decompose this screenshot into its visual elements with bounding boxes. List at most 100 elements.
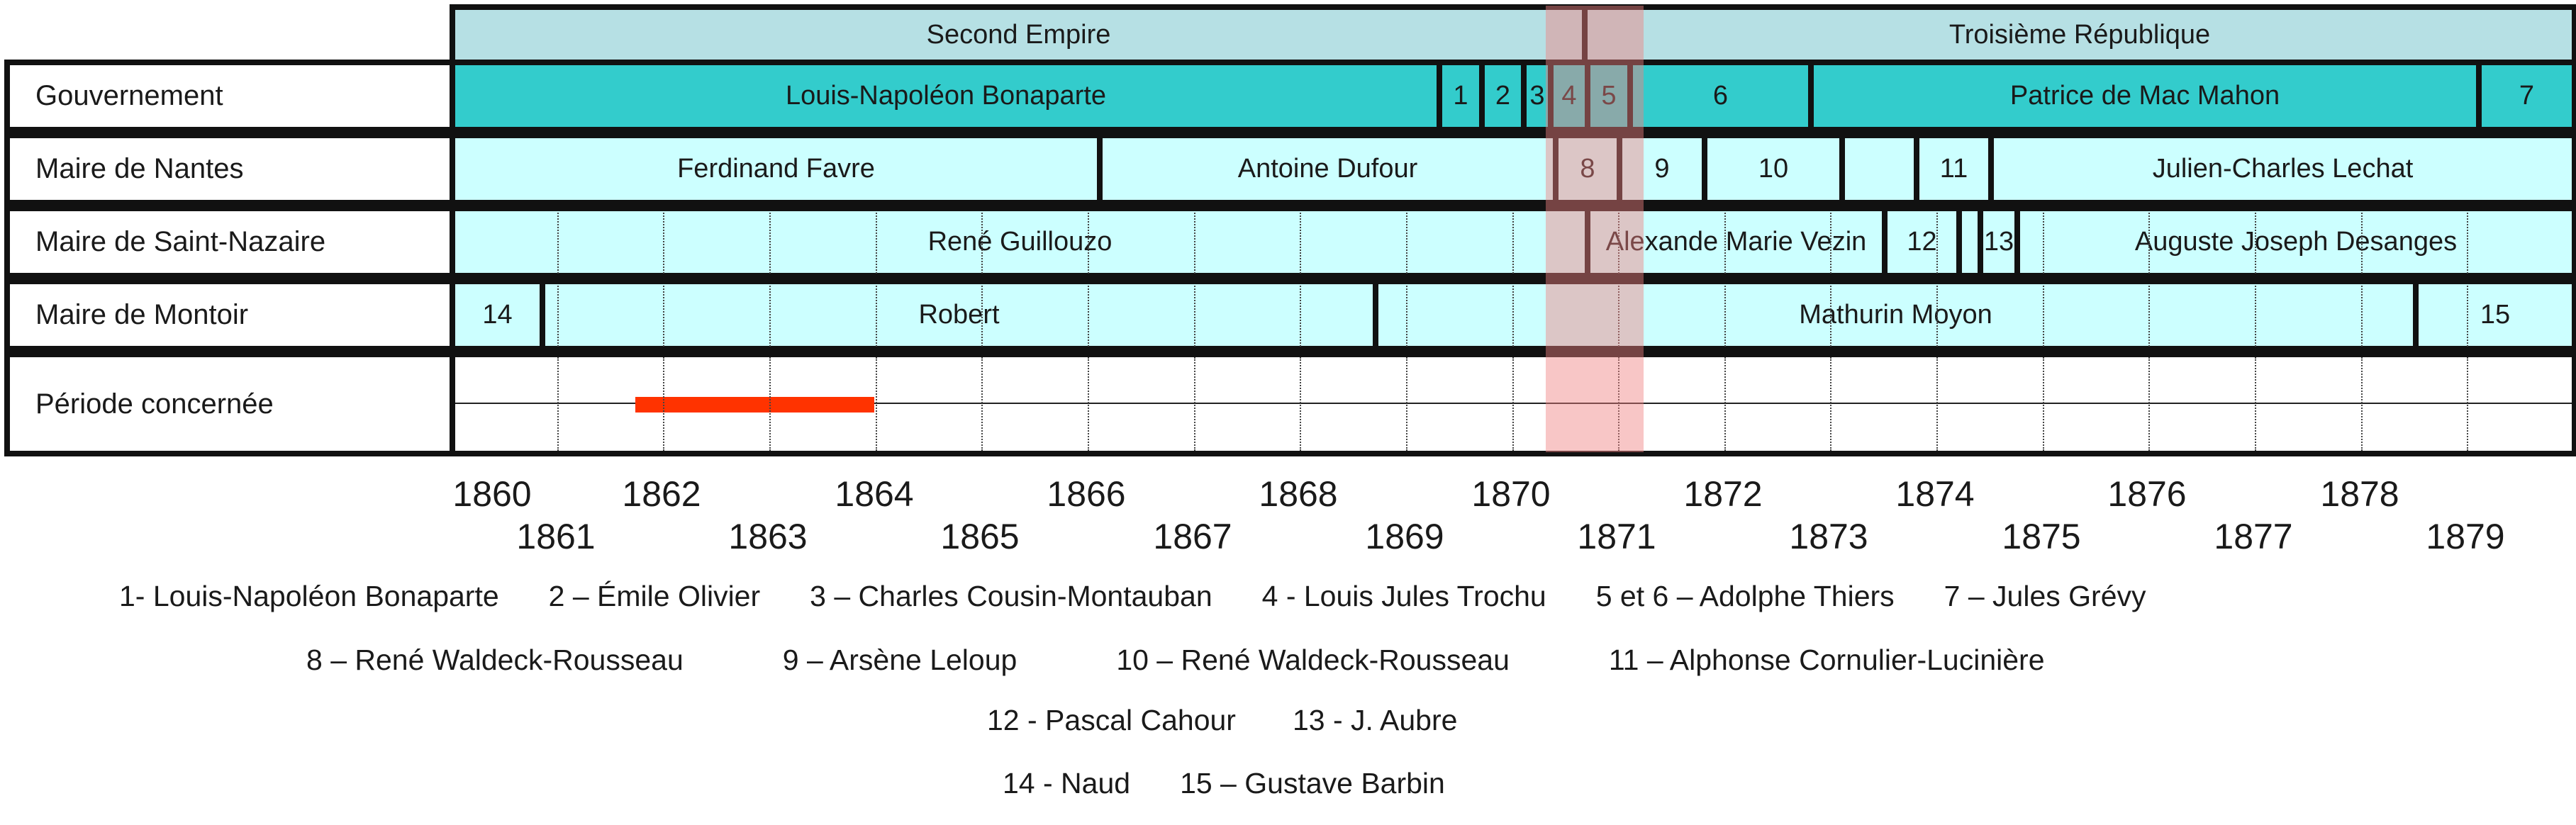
nantes-mayor-segment: 10 xyxy=(1702,133,1845,206)
year-gridline xyxy=(876,286,877,347)
nantes-mayor-segment: 11 xyxy=(1914,133,1994,206)
year-gridline xyxy=(663,286,664,347)
year-gridline xyxy=(557,286,559,347)
legend-item: 4 - Louis Jules Trochu xyxy=(1261,580,1546,612)
year-gridline xyxy=(2361,286,2363,347)
legend-item: 1- Louis-Napoléon Bonaparte xyxy=(119,580,499,612)
row-label-nantes: Maire de Nantes xyxy=(4,133,455,206)
year-label: 1867 xyxy=(1153,517,1232,556)
gouvernement-segment: 1 xyxy=(1437,60,1485,133)
saint-nazaire-mayor-segment: 13 xyxy=(1978,206,2020,279)
year-label: 1865 xyxy=(940,517,1020,556)
year-label: 1861 xyxy=(516,517,596,556)
year-label: 1866 xyxy=(1047,474,1126,514)
legend-item: 5 et 6 – Adolphe Thiers xyxy=(1595,580,1895,612)
year-gridline xyxy=(1618,357,1619,451)
year-gridline xyxy=(1088,357,1089,451)
year-label: 1874 xyxy=(1895,474,1975,514)
legend-item: 8 – René Waldeck-Rousseau xyxy=(306,644,684,676)
year-gridline xyxy=(1830,286,1831,347)
year-gridline xyxy=(769,213,771,274)
year-label: 1877 xyxy=(2214,517,2293,556)
year-gridline xyxy=(2467,213,2468,274)
year-label: 1862 xyxy=(622,474,701,514)
year-gridline xyxy=(663,213,664,274)
legend-item: 7 – Jules Grévy xyxy=(1944,580,2146,612)
periode-bar xyxy=(635,397,874,412)
year-gridline xyxy=(557,357,559,451)
nantes-mayor-segment xyxy=(1839,133,1919,206)
year-gridline xyxy=(1088,286,1089,347)
row-label-saint-nazaire: Maire de Saint-Nazaire xyxy=(4,206,455,279)
year-gridline xyxy=(1300,357,1301,451)
regime-segment: Second Empire xyxy=(450,4,1588,65)
year-label: 1876 xyxy=(2107,474,2187,514)
year-label: 1864 xyxy=(835,474,914,514)
saint-nazaire-mayor-segment: Alexande Marie Vezin xyxy=(1585,206,1888,279)
gouvernement-segment: 6 xyxy=(1627,60,1814,133)
year-gridline xyxy=(1406,213,1407,274)
legend-item: 15 – Gustave Barbin xyxy=(1180,767,1445,799)
year-gridline xyxy=(1830,213,1831,274)
legend-line: 8 – René Waldeck-Rousseau 9 – Arsène Lelo… xyxy=(306,644,2045,677)
year-gridline xyxy=(981,357,983,451)
year-gridline xyxy=(769,286,771,347)
highlight-band xyxy=(1546,6,1644,452)
year-gridline xyxy=(1194,357,1195,451)
year-gridline xyxy=(2361,357,2363,451)
year-gridline xyxy=(1724,357,1726,451)
year-gridline xyxy=(1936,286,1938,347)
year-label: 1868 xyxy=(1259,474,1338,514)
year-gridline xyxy=(1512,213,1514,274)
year-label: 1873 xyxy=(1789,517,1868,556)
year-gridline xyxy=(1618,286,1619,347)
legend-item: 11 – Alphonse Cornulier-Lucinière xyxy=(1608,644,2045,676)
year-gridline xyxy=(876,357,877,451)
year-gridline xyxy=(1936,357,1938,451)
gouvernement-segment: Patrice de Mac Mahon xyxy=(1808,60,2482,133)
year-label: 1878 xyxy=(2320,474,2399,514)
year-gridline xyxy=(1724,286,1726,347)
year-gridline xyxy=(2467,357,2468,451)
saint-nazaire-mayor-segment: Auguste Joseph Desanges xyxy=(2014,206,2576,279)
gouvernement-segment: 2 xyxy=(1479,60,1527,133)
year-gridline xyxy=(1300,213,1301,274)
gouvernement-segment: Louis-Napoléon Bonaparte xyxy=(450,60,1442,133)
row-label-montoir: Maire de Montoir xyxy=(4,279,455,352)
year-gridline xyxy=(1300,286,1301,347)
legend-item: 13 - J. Aubre xyxy=(1292,704,1458,736)
year-gridline xyxy=(1406,357,1407,451)
year-gridline xyxy=(1194,213,1195,274)
year-gridline xyxy=(1406,286,1407,347)
year-gridline xyxy=(2043,286,2044,347)
year-gridline xyxy=(557,213,559,274)
montoir-mayor-segment: Mathurin Moyon xyxy=(1373,279,2419,352)
montoir-mayor-segment: 14 xyxy=(450,279,545,352)
year-gridline xyxy=(2255,213,2256,274)
year-gridline xyxy=(2148,286,2150,347)
year-gridline xyxy=(2043,213,2044,274)
year-gridline xyxy=(1088,213,1089,274)
year-gridline xyxy=(2361,213,2363,274)
year-label: 1875 xyxy=(2002,517,2081,556)
legend-item: 14 - Naud xyxy=(1003,767,1131,799)
year-gridline xyxy=(2467,286,2468,347)
year-label: 1879 xyxy=(2426,517,2505,556)
nantes-mayor-segment: Ferdinand Favre xyxy=(450,133,1103,206)
row-label-gouvernement: Gouvernement xyxy=(4,60,455,133)
montoir-mayor-segment: Robert xyxy=(540,279,1378,352)
year-gridline xyxy=(1618,213,1619,274)
year-gridline xyxy=(2148,213,2150,274)
nantes-mayor-segment: Antoine Dufour xyxy=(1097,133,1559,206)
year-gridline xyxy=(663,357,664,451)
year-gridline xyxy=(1194,286,1195,347)
legend-item: 10 – René Waldeck-Rousseau xyxy=(1116,644,1510,676)
year-label: 1860 xyxy=(452,474,532,514)
year-label: 1870 xyxy=(1471,474,1551,514)
nantes-mayor-segment: Julien-Charles Lechat xyxy=(1988,133,2576,206)
year-label: 1863 xyxy=(728,517,808,556)
year-gridline xyxy=(1830,357,1831,451)
year-gridline xyxy=(876,213,877,274)
year-gridline xyxy=(981,286,983,347)
